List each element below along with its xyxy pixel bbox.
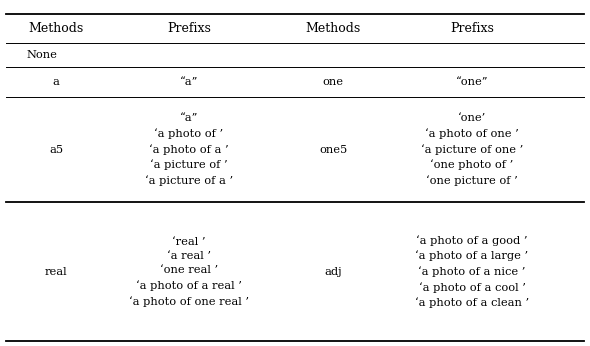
Text: ‘a photo of a good ’
‘a photo of a large ’
‘a photo of a nice ’
‘a photo of a co: ‘a photo of a good ’ ‘a photo of a large…: [415, 235, 529, 308]
Text: “a”
‘a photo of ’
‘a photo of a ’
‘a picture of ’
‘a picture of a ’: “a” ‘a photo of ’ ‘a photo of a ’ ‘a pic…: [145, 113, 233, 186]
Text: “a”: “a”: [179, 77, 198, 87]
Text: ‘real ’
‘a real ’
‘one real ’
‘a photo of a real ’
‘a photo of one real ’: ‘real ’ ‘a real ’ ‘one real ’ ‘a photo o…: [129, 237, 249, 307]
Text: adj: adj: [324, 267, 342, 276]
Text: Prefixs: Prefixs: [167, 22, 211, 35]
Text: one: one: [323, 77, 344, 87]
Text: ‘one’
‘a photo of one ’
‘a picture of one ’
‘one photo of ’
‘one picture of ’: ‘one’ ‘a photo of one ’ ‘a picture of on…: [421, 113, 523, 186]
Text: None: None: [27, 51, 57, 60]
Text: a: a: [53, 77, 60, 87]
Text: Methods: Methods: [306, 22, 361, 35]
Text: “one”: “one”: [455, 77, 489, 87]
Text: a5: a5: [49, 145, 63, 155]
Text: one5: one5: [319, 145, 348, 155]
Text: real: real: [45, 267, 67, 276]
Text: Methods: Methods: [28, 22, 84, 35]
Text: Prefixs: Prefixs: [450, 22, 494, 35]
